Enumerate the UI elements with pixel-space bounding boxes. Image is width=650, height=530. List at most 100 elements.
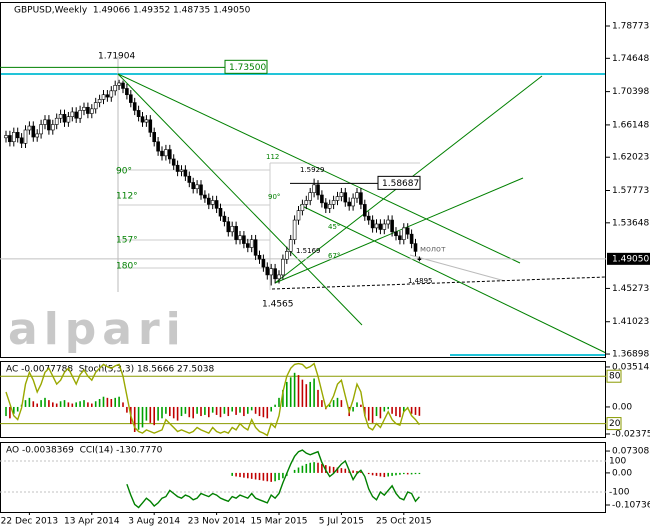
- candle-body: [43, 119, 47, 125]
- candle-body: [23, 129, 28, 144]
- x-tick-label: 5 Jul 2015: [319, 517, 364, 527]
- level-box: [224, 59, 268, 74]
- candle-body: [343, 192, 348, 203]
- level-box: [606, 369, 622, 383]
- candle-body: [261, 258, 266, 268]
- candle-body: [292, 219, 297, 240]
- annotation: 1.4895: [408, 277, 433, 285]
- y2-tick-label: 20: [609, 419, 621, 429]
- annotation: 180°: [116, 262, 138, 272]
- annotation: 157°: [116, 236, 138, 246]
- pane-title: AC -0.0077788 Stoch(5,3,3) 18.5666 27.50…: [6, 365, 215, 375]
- trend-line: [117, 73, 363, 326]
- trend-line: [117, 73, 521, 264]
- candle-body: [269, 268, 274, 276]
- candle-body: [4, 135, 8, 139]
- y-tick-label: 1.57773: [612, 186, 649, 196]
- candle-body: [331, 200, 336, 205]
- candle-body: [62, 114, 67, 123]
- candle-body: [125, 88, 129, 96]
- candle-body: [187, 175, 192, 183]
- candle-body: [398, 235, 402, 240]
- candle-body: [405, 227, 410, 235]
- candle-body: [113, 85, 117, 92]
- candle-body: [246, 243, 250, 248]
- candle-body: [284, 251, 289, 260]
- candle-body: [82, 106, 86, 111]
- candle-body: [144, 119, 149, 123]
- candle-body: [175, 164, 180, 172]
- annotation: молот: [420, 245, 446, 254]
- candle-body: [152, 132, 156, 143]
- annotation: 1.5929: [300, 166, 325, 174]
- y-tick-label: 0.00: [612, 402, 632, 412]
- candle-body: [168, 149, 172, 160]
- candle-body: [378, 223, 383, 230]
- y-tick-label: 1.74648: [612, 54, 649, 64]
- candle-body: [218, 208, 223, 217]
- candle-body: [58, 114, 63, 119]
- candle-body: [210, 200, 215, 205]
- level-box: [377, 175, 421, 190]
- y2-tick-label: 80: [609, 372, 621, 382]
- candle-body: [413, 243, 418, 252]
- x-tick-label: 3 Aug 2014: [128, 517, 180, 527]
- candle-body: [281, 258, 285, 276]
- y-tick-label: -0.023755: [612, 429, 650, 439]
- candle-body: [370, 219, 375, 229]
- candle-body: [74, 111, 78, 119]
- candle-body: [253, 239, 258, 256]
- candle-body: [226, 221, 231, 233]
- candle-body: [335, 196, 340, 201]
- candle-body: [35, 133, 40, 138]
- candle-body: [386, 219, 391, 225]
- y-tick-label: 1.53648: [612, 218, 649, 228]
- x-tick-label: 15 Mar 2015: [250, 517, 307, 527]
- current-price-label: 1.49050: [612, 254, 649, 264]
- candle-body: [355, 192, 359, 199]
- annotation: 112°: [116, 192, 138, 202]
- trend-line: [299, 204, 607, 354]
- y-tick-label: 1.78773: [612, 22, 649, 32]
- current-price-box: [607, 252, 650, 265]
- candle-body: [238, 235, 242, 240]
- candle-body: [277, 274, 281, 280]
- candle-body: [105, 94, 110, 98]
- candle-body: [273, 268, 277, 280]
- annotation: 1.5169: [296, 247, 321, 255]
- candle-body: [164, 149, 168, 157]
- candle-body: [156, 141, 160, 152]
- candle-body: [308, 192, 313, 201]
- annotation: 112: [266, 153, 279, 161]
- candle-body: [19, 137, 24, 144]
- y-tick-label: 1.41023: [612, 317, 649, 327]
- candle-body: [265, 266, 270, 276]
- candle-body: [66, 116, 71, 123]
- candle-body: [359, 192, 363, 205]
- annotation: 67°: [328, 252, 340, 260]
- candle-body: [140, 116, 145, 123]
- frame: [0, 2, 606, 513]
- candle-body: [191, 182, 195, 190]
- candle-body: [323, 202, 328, 209]
- candle-body: [15, 132, 20, 139]
- y-tick-label: 0.073085: [612, 447, 650, 457]
- candle-body: [160, 150, 164, 157]
- dashed-line: [271, 276, 607, 290]
- candle-body: [242, 235, 246, 244]
- candle-body: [351, 197, 355, 207]
- x-tick-label: 25 Oct 2015: [376, 517, 432, 527]
- candle-body: [171, 158, 176, 166]
- candle-body: [27, 125, 32, 131]
- candle-body: [347, 201, 352, 207]
- candle-body: [249, 239, 254, 248]
- level-box: [606, 417, 622, 431]
- x-tick-label: 13 Apr 2014: [64, 517, 120, 527]
- annotation: 45°: [328, 223, 340, 231]
- ac-pane: [0, 361, 606, 438]
- candle-body: [230, 226, 234, 233]
- candle-body: [257, 255, 262, 260]
- annotation: 90°: [268, 193, 280, 201]
